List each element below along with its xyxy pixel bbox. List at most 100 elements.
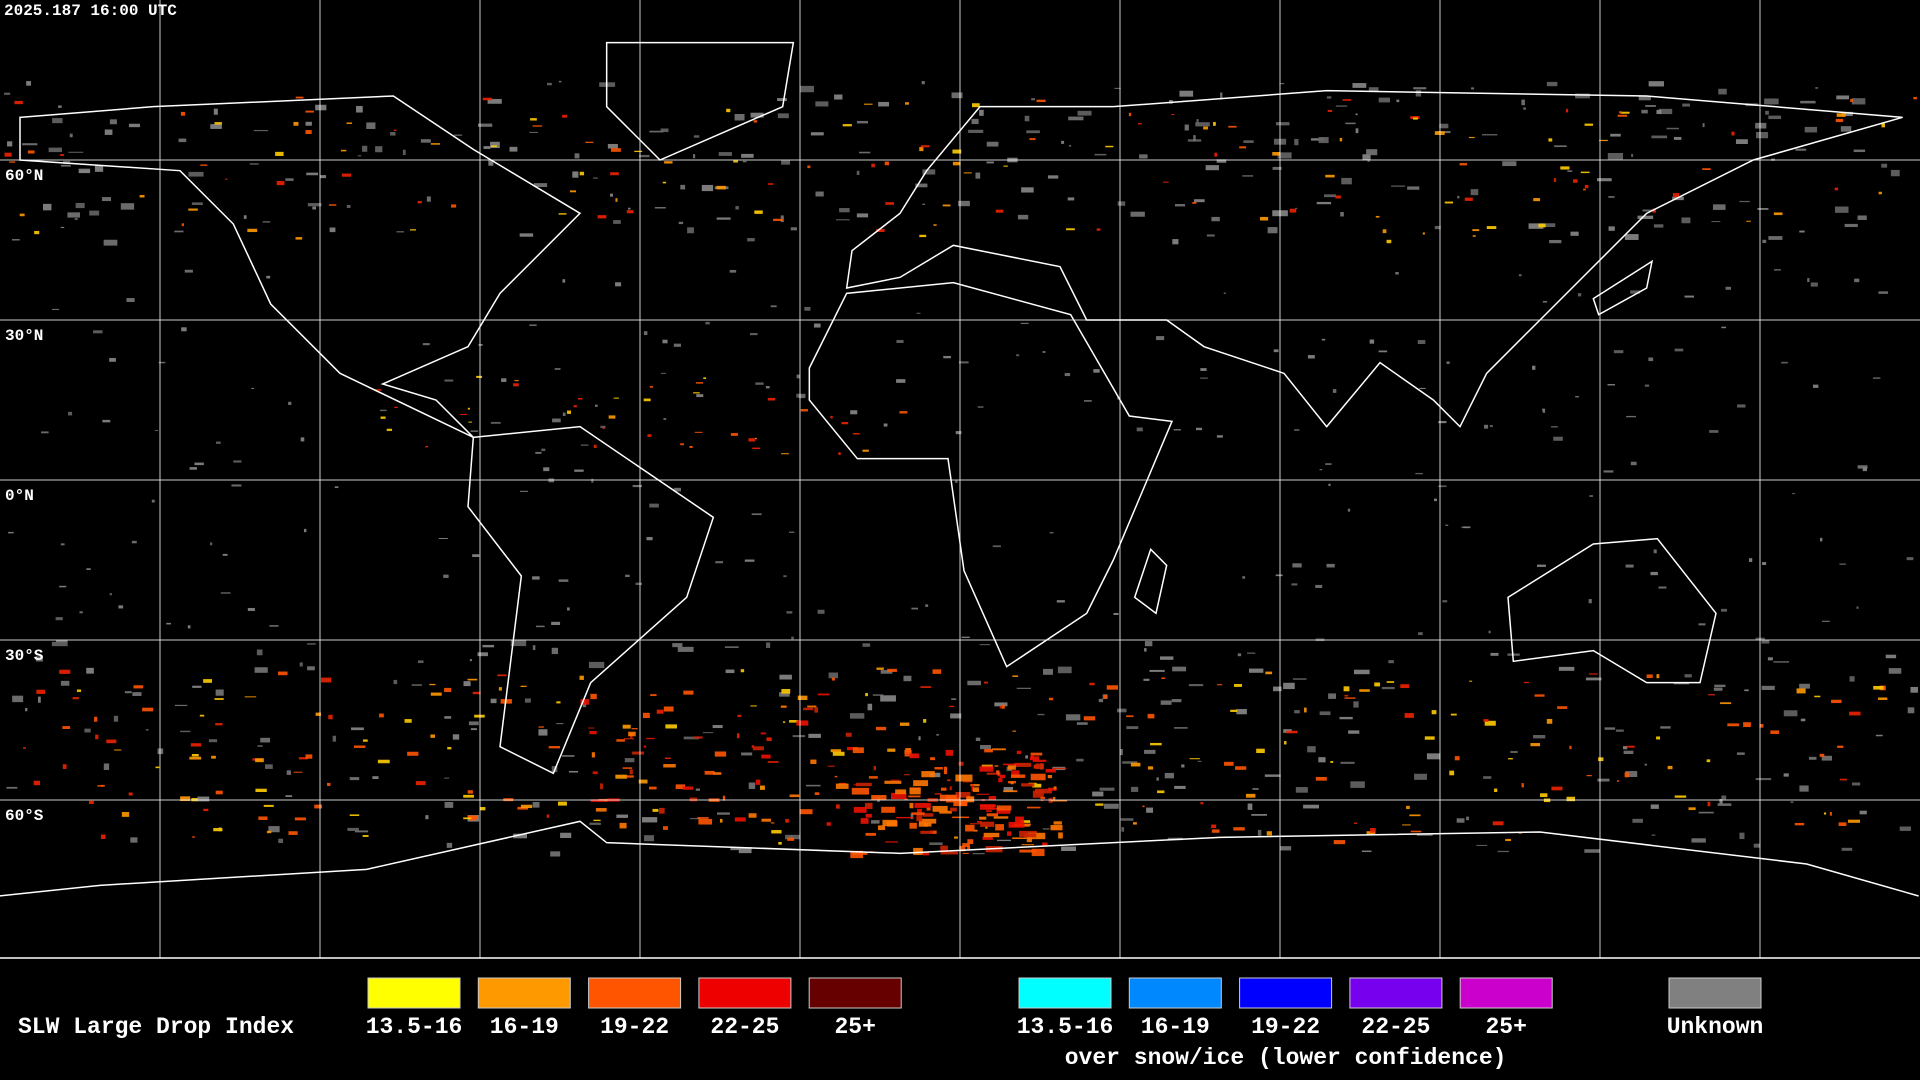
cloud-patch	[214, 122, 222, 125]
cloud-patch	[362, 145, 368, 152]
cloud-patch	[429, 683, 436, 686]
cloud-patch	[876, 228, 885, 232]
cloud-patch	[841, 422, 849, 425]
cloud-patch	[926, 807, 931, 811]
cloud-patch	[1327, 109, 1333, 112]
cloud-patch	[8, 531, 14, 534]
cloud-patch	[814, 792, 820, 795]
cloud-patch	[1836, 113, 1846, 117]
cloud-patch	[851, 787, 870, 795]
cloud-patch	[789, 794, 800, 798]
cloud-patch	[887, 668, 897, 672]
cloud-patch	[1375, 215, 1380, 218]
cloud-patch	[572, 171, 579, 178]
cloud-patch	[1122, 761, 1138, 764]
cloud-patch	[1216, 159, 1227, 163]
cloud-patch	[1656, 109, 1662, 115]
cloud-patch	[921, 771, 935, 778]
cloud-patch	[1319, 469, 1323, 471]
cloud-patch	[963, 172, 972, 174]
cloud-patch	[1674, 795, 1687, 798]
cloud-patch	[463, 817, 472, 820]
cloud-patch	[1370, 828, 1376, 833]
cloud-patch	[986, 772, 998, 775]
cloud-patch	[1130, 211, 1145, 217]
cloud-patch	[1321, 338, 1326, 341]
cloud-patch	[463, 681, 471, 687]
cloud-patch	[469, 659, 473, 662]
cloud-patch	[1457, 195, 1460, 199]
cloud-patch	[1120, 818, 1134, 821]
cloud-patch	[1407, 186, 1420, 190]
cloud-patch	[1275, 574, 1283, 577]
cloud-patch	[490, 421, 501, 424]
cloud-patch	[638, 779, 648, 784]
cloud-patch	[628, 207, 631, 210]
cloud-patch	[896, 816, 914, 819]
cloud-patch	[1521, 99, 1525, 106]
cloud-patch	[904, 102, 909, 105]
cloud-patch	[1277, 152, 1292, 159]
cloud-patch	[831, 677, 836, 681]
cloud-patch	[1422, 232, 1425, 235]
cloud-patch	[680, 443, 684, 446]
cloud-patch	[1851, 782, 1861, 786]
cloud-patch	[878, 101, 890, 107]
cloud-patch	[1366, 149, 1378, 156]
cloud-patch	[1674, 348, 1684, 352]
cloud-patch	[1192, 202, 1197, 204]
cloud-patch	[1417, 340, 1426, 345]
cloud-patch	[867, 703, 873, 711]
cloud-patch	[949, 705, 955, 708]
cloud-patch	[444, 777, 450, 779]
cloud-patch	[1235, 766, 1247, 770]
cloud-patch	[1330, 761, 1334, 763]
cloud-patch	[631, 728, 638, 730]
cloud-patch	[830, 415, 833, 419]
cloud-patch	[770, 822, 775, 824]
cloud-patch	[1413, 87, 1427, 90]
cloud-patch	[573, 405, 577, 408]
cloud-patch	[1242, 175, 1254, 177]
cloud-patch	[1840, 126, 1852, 132]
cloud-patch	[977, 820, 982, 823]
cloud-patch	[967, 845, 971, 850]
cloud-patch	[328, 714, 333, 720]
cloud-patch	[430, 734, 435, 738]
cloud-patch	[1645, 105, 1656, 107]
cloud-patch	[1580, 171, 1590, 174]
cloud-patch	[426, 196, 431, 202]
cloud-patch	[1434, 225, 1441, 230]
cloud-patch	[60, 226, 65, 229]
cloud-patch	[1706, 759, 1711, 763]
legend-swatch	[1459, 977, 1553, 1009]
cloud-patch	[1853, 149, 1866, 153]
cloud-patch	[69, 133, 73, 138]
cloud-patch	[696, 394, 704, 398]
cloud-patch	[59, 585, 67, 588]
cloud-patch	[891, 792, 907, 800]
cloud-patch	[574, 153, 580, 159]
cloud-patch	[623, 738, 635, 740]
cloud-patch	[1355, 113, 1358, 116]
cloud-patch	[1603, 470, 1614, 473]
cloud-patch	[1667, 765, 1673, 770]
cloud-patch	[203, 679, 213, 683]
cloud-patch	[796, 720, 809, 726]
cloud-patch	[1538, 223, 1546, 228]
cloud-patch	[1625, 564, 1634, 568]
cloud-patch	[180, 796, 191, 802]
cloud-patch	[1010, 774, 1026, 778]
cloud-patch	[625, 574, 630, 577]
cloud-patch	[1388, 660, 1394, 664]
cloud-patch	[1768, 236, 1783, 240]
cloud-patch	[903, 774, 910, 776]
cloud-patch	[422, 343, 430, 346]
cloud-patch	[909, 753, 920, 759]
cloud-patch	[1378, 97, 1391, 103]
cloud-patch	[538, 729, 548, 736]
cloud-patch	[626, 210, 634, 214]
cloud-patch	[1328, 483, 1331, 486]
cloud-patch	[328, 204, 337, 206]
cloud-patch	[979, 109, 984, 116]
